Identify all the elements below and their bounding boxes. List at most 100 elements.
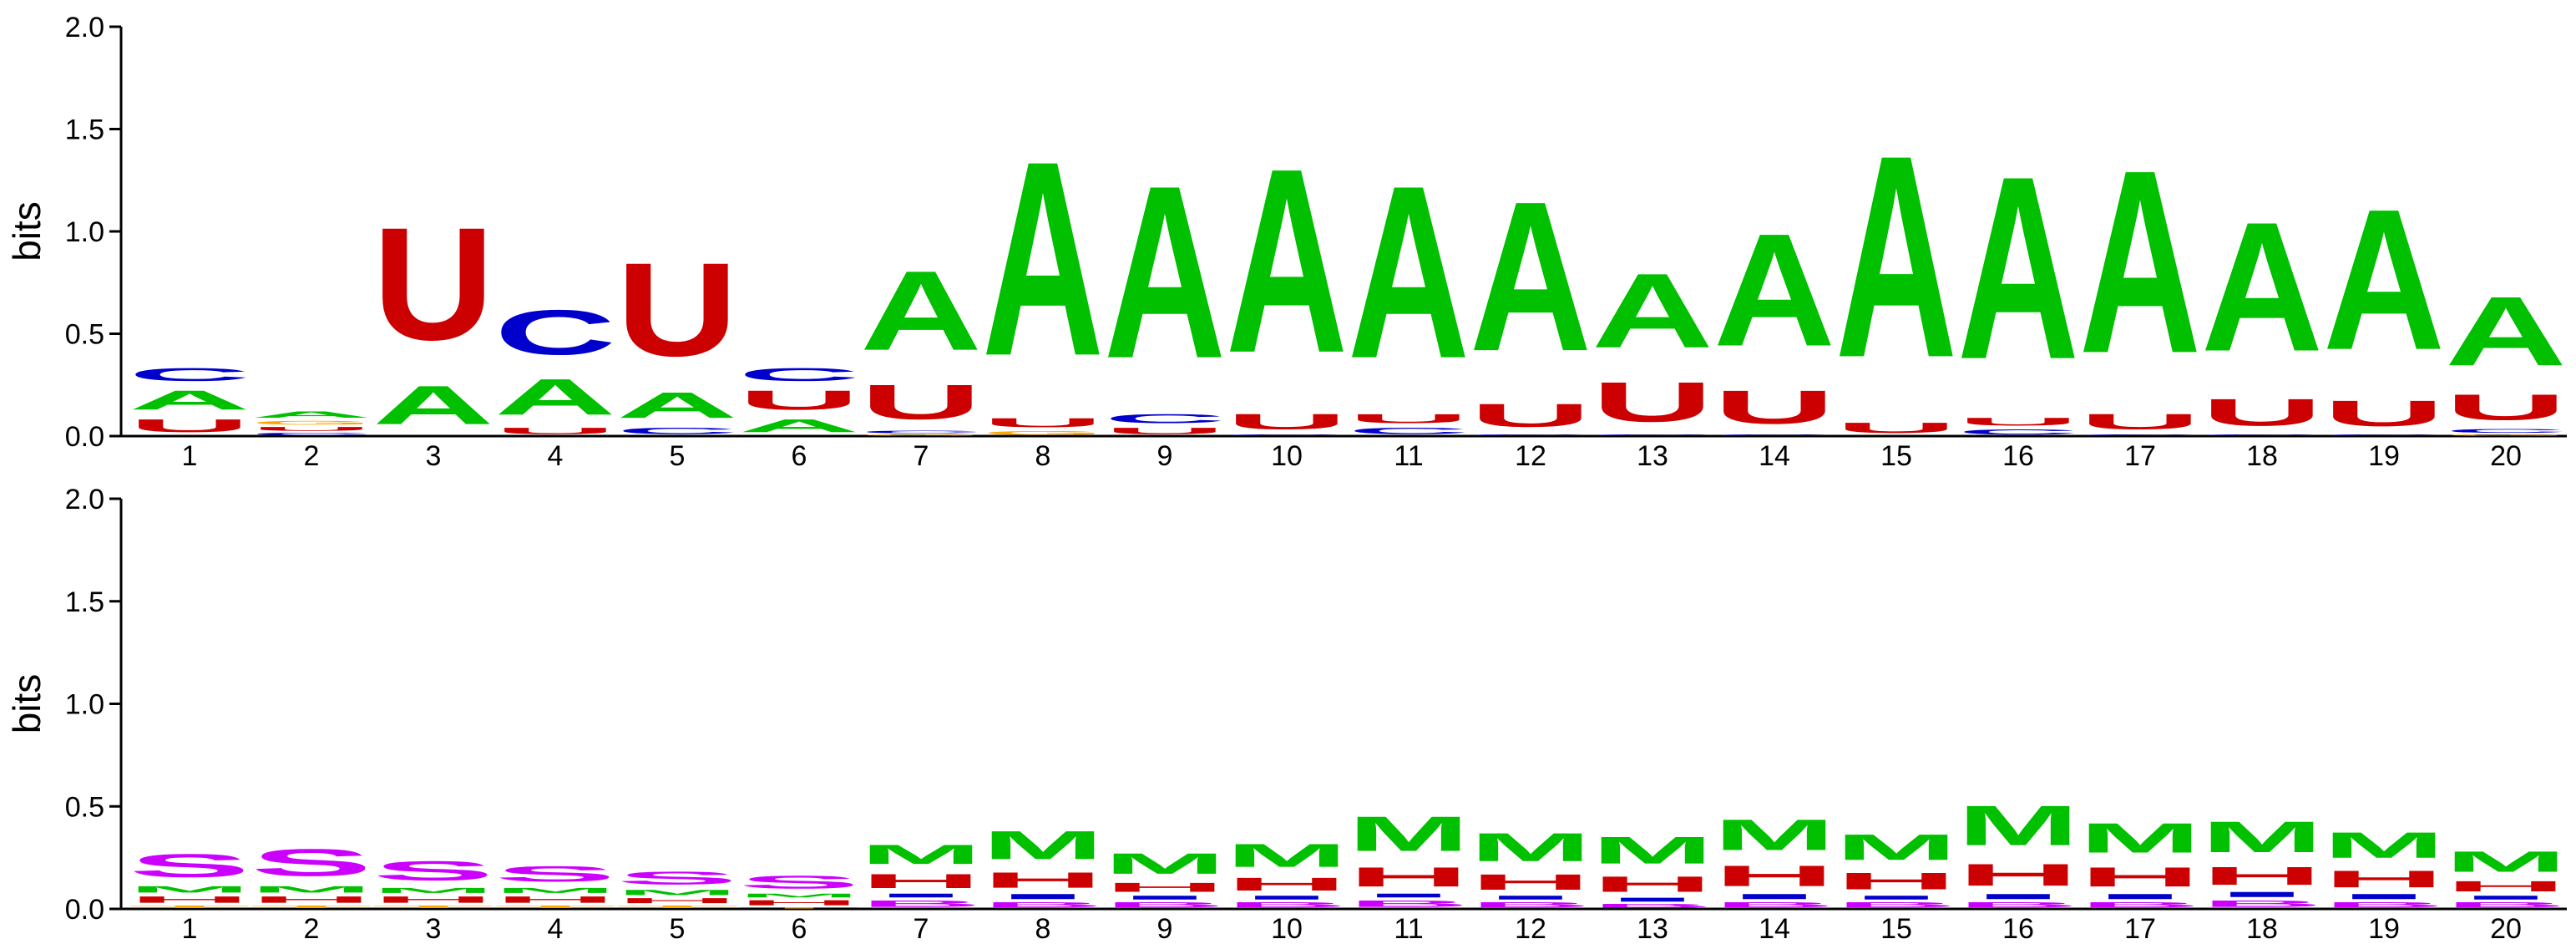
y-tick-label: 0.5 [65, 791, 104, 823]
logo-letter-C: C [738, 364, 860, 384]
logo-letter-H: H [2079, 861, 2201, 892]
logo-letter-B: B [2201, 899, 2323, 909]
x-tick-label: 4 [548, 440, 564, 472]
logo-letter-U: U [1226, 409, 1348, 434]
logo-letter-U: U [1957, 415, 2079, 428]
logo-letter-H: H [1104, 881, 1226, 895]
logo-letter-U: U [2201, 391, 2323, 434]
logo-letter-I: I [982, 892, 1104, 901]
logo-letter-A: A [1592, 251, 1713, 370]
logo-letter-M: M [129, 885, 251, 895]
logo-letter-A: A [372, 374, 494, 435]
logo-letter-M: M [372, 886, 494, 895]
logo-letter-S: S [251, 841, 372, 885]
logo-letter-U: U [860, 374, 982, 429]
logo-letter-C: C [1957, 428, 2079, 436]
logo-letter-C: C [1226, 434, 1348, 436]
logo-letter-T: T [372, 905, 494, 909]
logo-letter-I: I [1957, 892, 2079, 901]
logo-letter-A: A [2445, 277, 2567, 387]
logo-letter-S: S [372, 855, 494, 886]
logo-letter-M: M [1470, 825, 1592, 870]
x-tick-label: 5 [670, 440, 686, 472]
logo-letter-G: G [2445, 434, 2567, 436]
x-tick-label: 16 [2002, 440, 2034, 472]
logo-letter-U: U [1835, 419, 1957, 436]
logo-letter-T: T [738, 907, 860, 909]
logo-letter-A: A [129, 385, 251, 416]
logo-letter-H: H [1835, 868, 1957, 895]
x-tick-label: 1 [182, 440, 198, 472]
x-tick-label: 8 [1035, 440, 1051, 472]
x-tick-label: 9 [1157, 913, 1173, 944]
logo-letter-H: H [616, 896, 738, 905]
logo-letter-I: I [1835, 895, 1957, 901]
logo-letter-A: A [251, 409, 372, 419]
logo-letter-I: I [2445, 895, 2567, 901]
logo-letter-M: M [1713, 810, 1835, 860]
x-tick-label: 1 [182, 913, 198, 944]
y-tick-label: 2.0 [65, 484, 104, 515]
x-tick-label: 15 [1880, 913, 1912, 944]
y-tick-label: 0.0 [65, 894, 104, 926]
x-tick-label: 20 [2490, 913, 2522, 944]
logo-letter-I: I [2079, 892, 2201, 901]
x-tick-label: 2 [304, 913, 320, 944]
y-tick-label: 1.5 [65, 586, 104, 618]
y-tick-label: 2.0 [65, 12, 104, 43]
logo-letter-H: H [129, 895, 251, 905]
logo-letter-H: H [2445, 878, 2567, 895]
y-tick-label: 1.0 [65, 689, 104, 721]
logo-letter-M: M [616, 888, 738, 896]
logo-letter-A: A [1713, 200, 1835, 380]
x-tick-label: 11 [1394, 440, 1423, 472]
logo-letter-B: B [2445, 901, 2567, 909]
logo-letter-U: U [1713, 381, 1835, 434]
logo-letter-M: M [1348, 806, 1470, 861]
logo-letter-M: M [1835, 827, 1957, 868]
logo-letter-B: B [2323, 901, 2445, 909]
logo-letter-I: I [2201, 891, 2323, 899]
logo-letter-U: U [129, 416, 251, 436]
logo-letter-C: C [616, 426, 738, 436]
logo-letter-C: C [2323, 434, 2445, 436]
logo-letter-A: A [1835, 95, 1957, 418]
logo-letter-S: S [616, 868, 738, 889]
logo-letter-H: H [1470, 870, 1592, 894]
logo-letter-M: M [2323, 825, 2445, 865]
logo-letter-A: A [1470, 156, 1592, 395]
y-tick-label: 1.0 [65, 216, 104, 248]
logo-letter-H: H [1957, 857, 2079, 892]
x-tick-label: 9 [1157, 440, 1173, 472]
logo-letter-M: M [2445, 845, 2567, 878]
logo-letter-T: T [616, 905, 738, 909]
logo-letter-T: T [129, 905, 251, 909]
logo-letter-I: I [1104, 895, 1226, 901]
logo-letter-U: U [2323, 393, 2445, 434]
y-axis-label: bits [5, 201, 48, 261]
y-axis-label: bits [5, 674, 48, 734]
x-tick-label: 19 [2368, 913, 2400, 944]
logo-letter-H: H [251, 895, 372, 905]
y-tick-label: 0.0 [65, 421, 104, 453]
logo-letter-H: H [982, 868, 1104, 892]
x-tick-label: 11 [1394, 913, 1423, 944]
logo-letter-T: T [251, 905, 372, 909]
logo-letter-M: M [860, 839, 982, 870]
logo-letter-M: M [494, 886, 616, 895]
logo-letter-A: A [2323, 168, 2445, 393]
logo-letter-M: M [2079, 815, 2201, 861]
logo-letter-C: C [251, 432, 372, 436]
logo-letter-A: A [616, 385, 738, 426]
logo-letter-B: B [1348, 899, 1470, 909]
logo-letter-C: C [1713, 434, 1835, 436]
x-tick-label: 7 [913, 913, 929, 944]
x-tick-label: 3 [426, 913, 442, 944]
logo-letter-C: C [1348, 426, 1470, 436]
x-tick-label: 5 [670, 913, 686, 944]
logo-letter-B: B [1835, 901, 1957, 909]
x-tick-label: 19 [2368, 440, 2400, 472]
x-tick-label: 18 [2246, 440, 2278, 472]
logo-letter-C: C [2445, 428, 2567, 434]
